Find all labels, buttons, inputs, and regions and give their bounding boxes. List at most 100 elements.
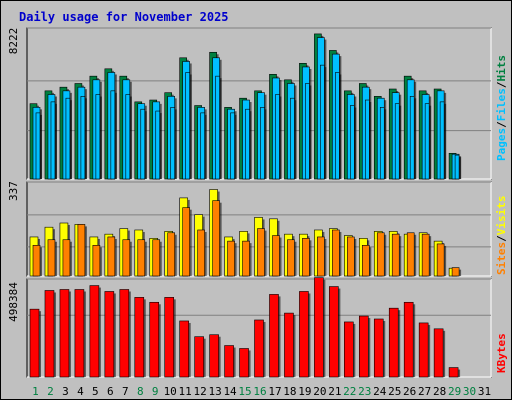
hits-panel-legend-files: Files [495, 88, 508, 121]
x-axis-day-label: 23 [358, 385, 371, 398]
x-axis-day-label: 4 [77, 385, 84, 398]
pages-bar [439, 101, 445, 180]
sites-bar [77, 224, 86, 277]
sites-bar [107, 236, 116, 277]
hits-panel-legend-hits: Hits [495, 55, 508, 82]
sites-bar [317, 236, 325, 277]
sites-bar [302, 238, 310, 277]
pages-bar [35, 112, 41, 180]
sites-bar [361, 245, 370, 277]
pages-bar [335, 72, 340, 180]
kbytes-bar [44, 290, 55, 378]
x-axis-day-label: 20 [313, 385, 326, 398]
pages-bar [170, 107, 176, 180]
pages-bar [260, 107, 265, 180]
x-axis-day-label: 31 [478, 385, 491, 398]
kbytes-bar [388, 307, 399, 378]
pages-bar [185, 72, 190, 180]
sites-bar [167, 232, 176, 277]
kbytes-bar [433, 328, 444, 378]
sites-bar [137, 239, 146, 277]
kbytes-bar [59, 289, 70, 378]
pages-bar [394, 103, 400, 180]
sites-bar [257, 228, 265, 277]
pages-bar [305, 83, 310, 180]
hits-panel-legend-pages: Pages [495, 128, 508, 161]
kbytes-bar [29, 308, 40, 378]
x-axis-day-label: 14 [223, 385, 237, 398]
x-axis-day-label: 9 [152, 385, 159, 398]
visits-panel-legend-sites: Sites [495, 242, 508, 275]
kbytes-bar [74, 289, 85, 378]
kbytes-bar [403, 301, 414, 378]
x-axis-day-label: 18 [283, 385, 296, 398]
x-axis-day-label: 26 [403, 385, 416, 398]
pages-bar [320, 64, 325, 180]
x-axis-day-label: 6 [107, 385, 114, 398]
sites-bar [436, 243, 445, 277]
sites-bar [242, 240, 250, 277]
kbytes-bar [149, 301, 160, 378]
kbytes-bar [329, 286, 339, 378]
pages-bar [215, 75, 220, 180]
sites-bar [227, 240, 235, 277]
sites-bar [272, 235, 280, 277]
pages-bar [110, 90, 116, 180]
hits-panel-legend: Pages/Files/Hits [495, 55, 508, 161]
kbytes-bar [179, 320, 189, 378]
kbytes-bar [254, 319, 264, 378]
x-axis-day-label: 7 [122, 385, 129, 398]
pages-bar [424, 103, 430, 180]
pages-bar [125, 94, 131, 180]
sites-bar [347, 236, 355, 277]
kbytes-bar [299, 291, 309, 378]
kbytes-bar [284, 312, 294, 378]
x-axis-day-label: 5 [92, 385, 99, 398]
kbytes-panel-legend: KBytes [495, 333, 508, 373]
visits-panel-legend-separator: / [495, 235, 508, 242]
pages-bar [65, 97, 71, 180]
visits-max-label: 337 [7, 181, 20, 201]
chart-title: Daily usage for November 2025 [19, 10, 229, 24]
kbytes-max-label: 498384 [7, 282, 20, 322]
x-axis-day-label: 3 [62, 385, 69, 398]
sites-bar [152, 239, 161, 277]
kbytes-panel-legend-kbytes: KBytes [495, 333, 508, 373]
kbytes-bar [194, 336, 204, 378]
sites-bar [62, 239, 71, 277]
x-axis-day-label: 15 [238, 385, 251, 398]
pages-bar [95, 94, 101, 180]
x-axis-day-label: 25 [388, 385, 401, 398]
pages-bar [454, 154, 460, 180]
pages-bar [50, 101, 56, 180]
hits-panel-legend-separator: / [495, 121, 508, 128]
pages-bar [350, 105, 355, 180]
x-axis-day-label: 16 [253, 385, 266, 398]
x-axis-day-label: 29 [448, 385, 461, 398]
kbytes-bar [344, 321, 354, 378]
pages-bar [200, 112, 205, 180]
pages-bar [230, 112, 235, 180]
x-axis-day-label: 13 [208, 385, 221, 398]
sites-bar [287, 239, 295, 277]
sites-bar [391, 233, 400, 277]
kbytes-bar [448, 367, 459, 378]
x-axis-day-label: 17 [268, 385, 281, 398]
sites-bar [197, 229, 205, 277]
sites-bar [47, 239, 56, 277]
sites-bar [451, 267, 460, 277]
visits-panel-legend: Sites/Visits [495, 196, 508, 276]
x-axis-day-label: 8 [137, 385, 144, 398]
pages-bar [80, 96, 86, 180]
sites-bar [92, 245, 101, 277]
kbytes-bar [134, 297, 145, 378]
pages-bar [379, 107, 385, 180]
sites-bar [406, 232, 415, 277]
x-axis-day-label: 1 [32, 385, 39, 398]
x-axis-day-label: 21 [328, 385, 341, 398]
kbytes-bar [418, 322, 429, 378]
sites-bar [182, 207, 190, 277]
x-axis-day-label: 11 [179, 385, 192, 398]
